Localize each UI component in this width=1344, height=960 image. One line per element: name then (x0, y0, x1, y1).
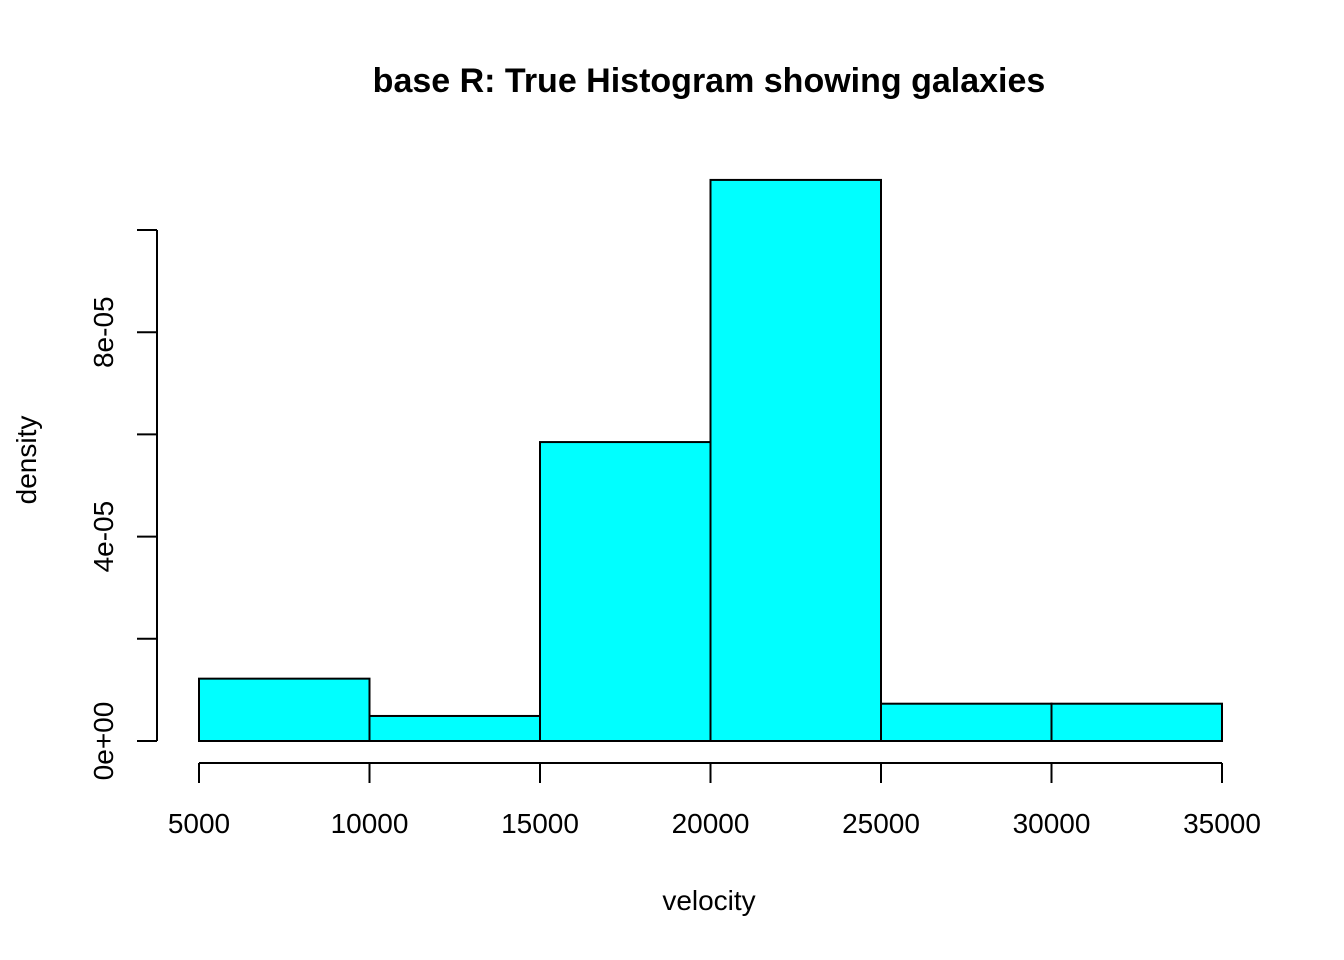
histogram-bar-6 (1050, 702, 1223, 743)
x-tick-label: 35000 (1183, 808, 1261, 839)
chart-title: base R: True Histogram showing galaxies (373, 62, 1046, 100)
x-tick-label: 30000 (1013, 808, 1091, 839)
y-axis-label: density (11, 416, 42, 505)
y-tick-label: 4e-05 (88, 501, 119, 573)
histogram-bar-5 (880, 702, 1053, 743)
x-axis: 5000 10000 15000 20000 25000 30000 35000 (168, 762, 1261, 839)
x-tick-label: 15000 (501, 808, 579, 839)
histogram-bar-4 (709, 178, 882, 742)
x-axis-label: velocity (662, 885, 755, 916)
x-tick-label: 5000 (168, 808, 230, 839)
y-tick-label: 8e-05 (88, 296, 119, 368)
histogram-bar-2 (368, 714, 541, 742)
bars-group (198, 178, 1223, 743)
histogram-bar-3 (539, 441, 712, 742)
x-tick-label: 10000 (331, 808, 409, 839)
x-tick-label: 20000 (672, 808, 750, 839)
x-tick-label: 25000 (842, 808, 920, 839)
histogram-bar-1 (198, 677, 371, 743)
y-tick-label: 0e+00 (88, 702, 119, 781)
y-axis: 0e+00 4e-05 8e-05 (88, 229, 158, 781)
